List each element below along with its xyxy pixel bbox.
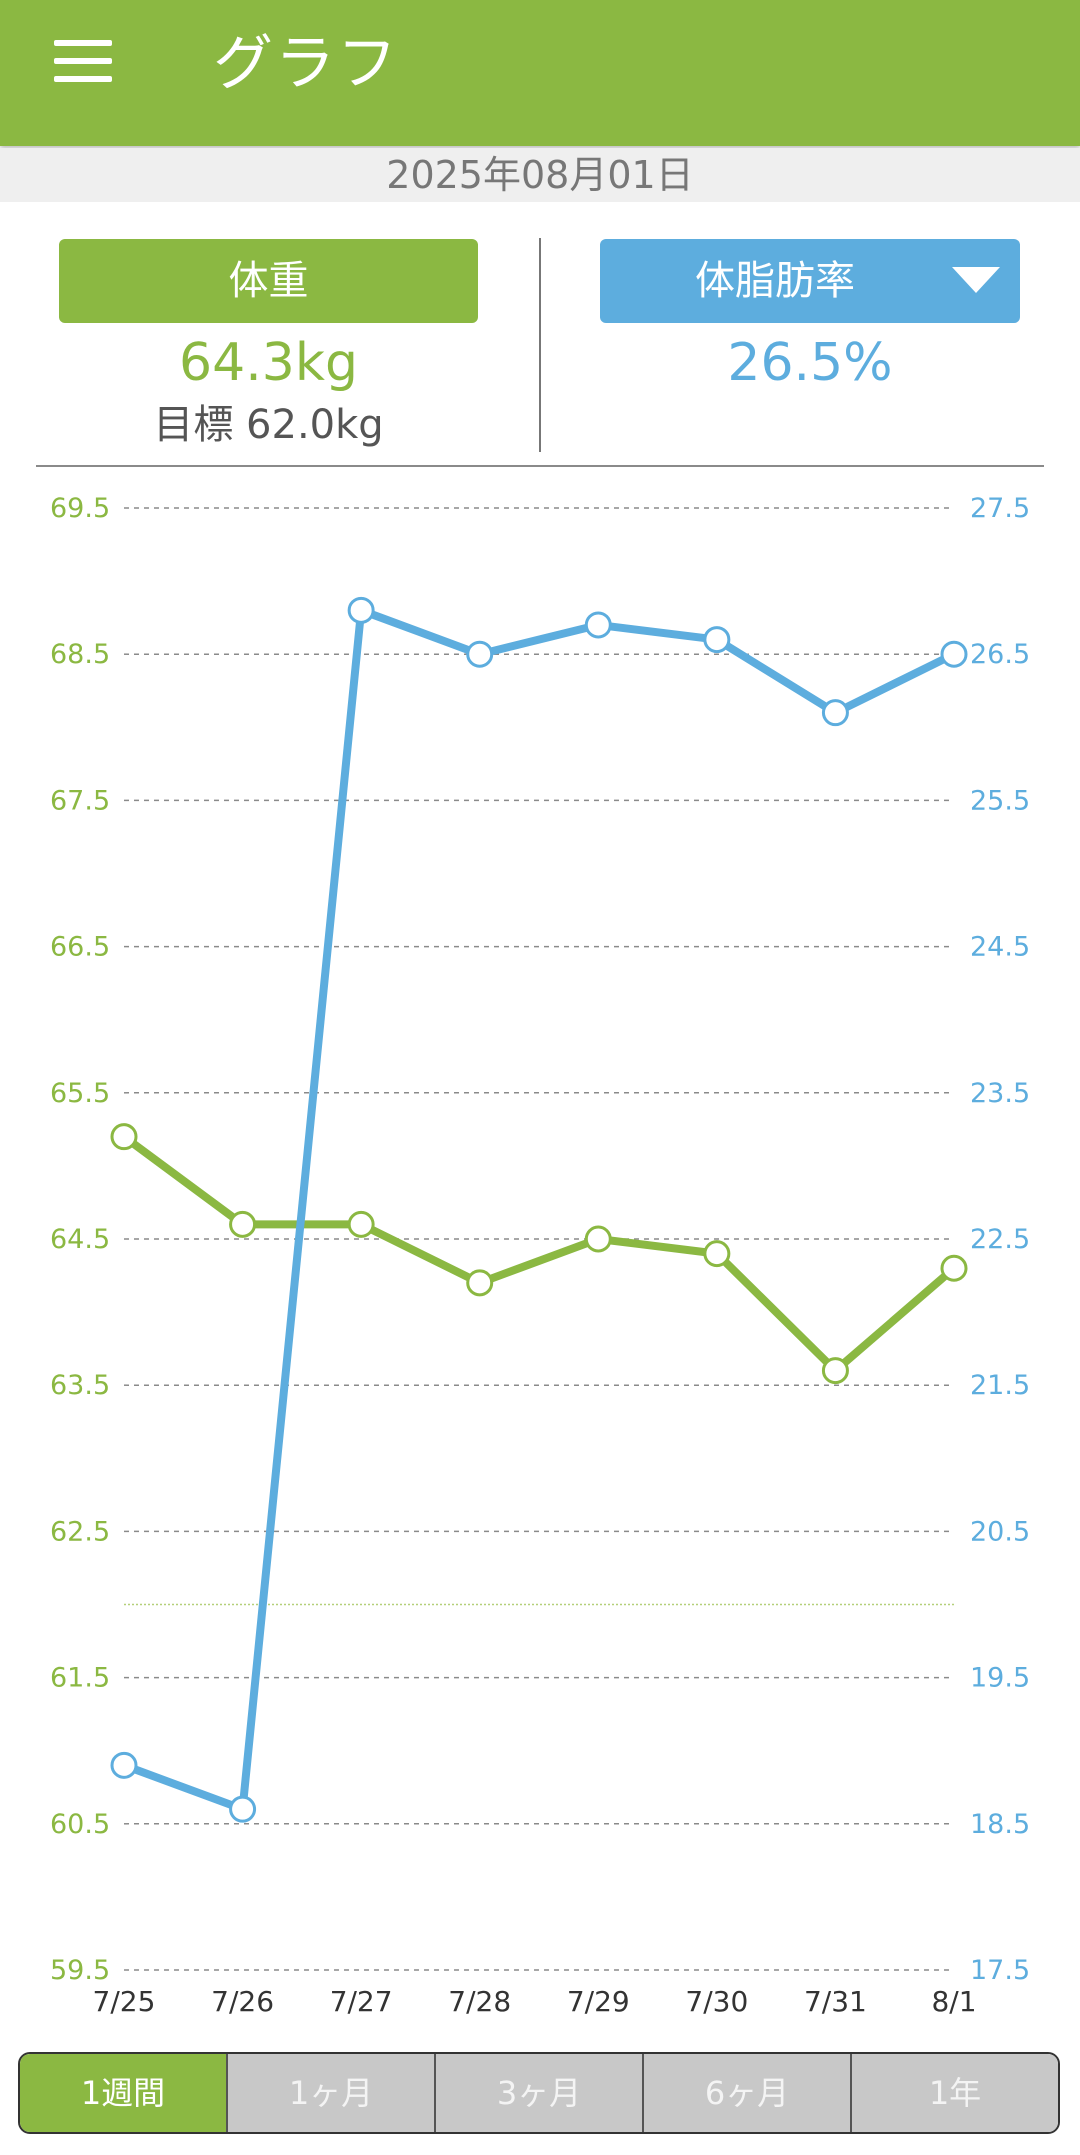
x-tick-label: 7/28 bbox=[448, 1985, 511, 2018]
weight-data-point bbox=[703, 1240, 731, 1268]
x-tick-label: 7/30 bbox=[685, 1985, 748, 2018]
y-left-tick-label: 63.5 bbox=[50, 1370, 110, 1401]
tab-period-1[interactable]: 1ヶ月 bbox=[226, 2054, 434, 2132]
bodyfat-data-point bbox=[584, 611, 612, 639]
y-left-tick-label: 60.5 bbox=[50, 1809, 110, 1840]
weight-goal: 目標 62.0kg bbox=[153, 402, 384, 448]
x-tick-label: 7/25 bbox=[93, 1985, 156, 2018]
weight-bodyfat-chart: 69.5 27.5 68.5 26.5 67.5 25.5 66.5 24.5 65.5 23.5… bbox=[50, 493, 1030, 2018]
y-right-tick-label: 17.5 bbox=[970, 1955, 1030, 1986]
y-right-tick-label: 20.5 bbox=[970, 1516, 1030, 1547]
y-right-tick-label: 27.5 bbox=[970, 493, 1030, 524]
x-tick-label: 7/26 bbox=[211, 1985, 274, 2018]
weight-button[interactable]: 体重 bbox=[59, 239, 478, 323]
weight-value: 64.3kg bbox=[179, 333, 358, 393]
y-right-tick-label: 23.5 bbox=[970, 1078, 1030, 1109]
tab-period-3[interactable]: 6ヶ月 bbox=[642, 2054, 850, 2132]
card-divider bbox=[539, 238, 541, 452]
bodyfat-data-point bbox=[229, 1795, 257, 1823]
y-left-tick-label: 59.5 bbox=[50, 1955, 110, 1986]
y-right-tick-label: 22.5 bbox=[970, 1224, 1030, 1255]
y-left-tick-label: 64.5 bbox=[50, 1224, 110, 1255]
weight-data-point bbox=[584, 1225, 612, 1253]
y-right-tick-label: 18.5 bbox=[970, 1809, 1030, 1840]
y-right-tick-label: 24.5 bbox=[970, 932, 1030, 963]
x-tick-label: 7/29 bbox=[567, 1985, 630, 2018]
weight-series-line bbox=[120, 1132, 958, 1375]
bodyfat-data-point bbox=[466, 640, 494, 668]
y-right-tick-label: 26.5 bbox=[970, 639, 1030, 670]
body-fat-value: 26.5% bbox=[727, 333, 893, 393]
bodyfat-data-point bbox=[110, 1751, 138, 1779]
y-left-tick-label: 62.5 bbox=[50, 1516, 110, 1547]
hamburger-menu-icon[interactable] bbox=[54, 40, 114, 84]
y-left-tick-label: 68.5 bbox=[50, 639, 110, 670]
y-left-tick-label: 65.5 bbox=[50, 1078, 110, 1109]
bodyfat-series-line bbox=[120, 606, 958, 1814]
tab-period-2[interactable]: 3ヶ月 bbox=[434, 2054, 642, 2132]
y-left-tick-label: 66.5 bbox=[50, 932, 110, 963]
tab-period-4[interactable]: 1年 bbox=[850, 2054, 1058, 2132]
bodyfat-data-point bbox=[821, 699, 849, 727]
y-left-tick-label: 69.5 bbox=[50, 493, 110, 524]
triangle-down-icon bbox=[952, 267, 1000, 293]
x-tick-label: 8/1 bbox=[931, 1985, 976, 2018]
bodyfat-data-point bbox=[940, 640, 968, 668]
y-right-tick-label: 25.5 bbox=[970, 785, 1030, 816]
body-fat-dropdown-button[interactable]: 体脂肪率 bbox=[600, 239, 1020, 323]
y-left-tick-label: 61.5 bbox=[50, 1663, 110, 1694]
page-title: グラフ bbox=[213, 29, 399, 99]
header-divider bbox=[36, 465, 1044, 467]
period-tabs: 1週間 1ヶ月 3ヶ月 6ヶ月 1年 bbox=[18, 2052, 1060, 2134]
weight-data-point bbox=[110, 1123, 138, 1151]
app-bar: グラフ bbox=[0, 0, 1080, 146]
bodyfat-data-point bbox=[703, 626, 731, 654]
bodyfat-data-point bbox=[347, 596, 375, 624]
tab-period-0[interactable]: 1週間 bbox=[20, 2054, 226, 2132]
y-right-tick-label: 21.5 bbox=[970, 1370, 1030, 1401]
weight-data-point bbox=[466, 1269, 494, 1297]
y-right-tick-label: 19.5 bbox=[970, 1663, 1030, 1694]
weight-data-point bbox=[940, 1254, 968, 1282]
y-left-tick-label: 67.5 bbox=[50, 785, 110, 816]
date-label: 2025年08月01日 bbox=[0, 148, 1080, 202]
weight-data-point bbox=[229, 1210, 257, 1238]
weight-data-point bbox=[821, 1357, 849, 1385]
x-tick-label: 7/27 bbox=[330, 1985, 393, 2018]
x-tick-label: 7/31 bbox=[804, 1985, 867, 2018]
body-fat-button-label: 体脂肪率 bbox=[695, 258, 855, 304]
weight-data-point bbox=[347, 1210, 375, 1238]
